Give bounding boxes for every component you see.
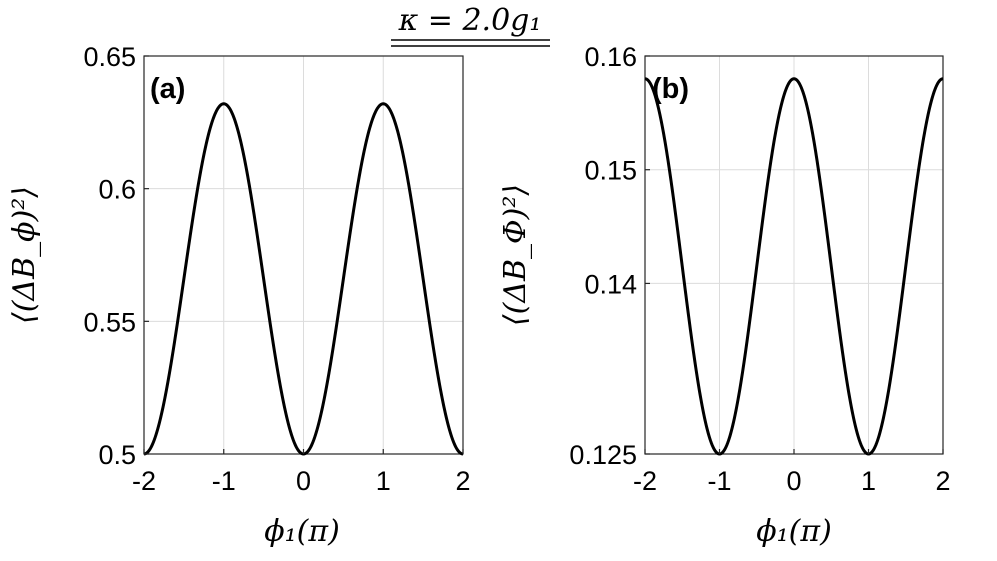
panel-b-label: (b)	[652, 73, 689, 105]
panel-b-xtick-label: -2	[633, 466, 657, 496]
panel-a-grid	[143, 55, 464, 455]
panel-b-xtick-label: 2	[935, 466, 950, 496]
panel-b-xticks: -2 -1 0 1 2	[633, 449, 951, 496]
panel-b-grid	[644, 55, 944, 455]
panel-a-xtick-label: -2	[132, 466, 156, 496]
panel-b-series-line	[644, 77, 944, 456]
panel-b-ylabel: ⟨(ΔB_Φ)²⟩	[498, 184, 533, 326]
panel-a-ytick-label: 0.6	[98, 175, 136, 205]
panel-a-xticks: -2 -1 0 1 2	[132, 449, 471, 496]
figure-title: κ = 2.0g₁	[398, 3, 542, 38]
panel-a-ytick-label: 0.55	[83, 307, 136, 337]
panel-b-xtick-label: -1	[707, 466, 731, 496]
panel-a-ytick-label: 0.5	[98, 440, 136, 470]
panel-b: -2 -1 0 1 2 0.125 0.14 0.15 0.16 (b) ϕ₁(π) ⟨(ΔB…	[498, 42, 951, 549]
panel-b-ytick-label: 0.125	[569, 440, 637, 470]
panel-a-xtick-label: 2	[455, 466, 470, 496]
panel-a-xtick-label: 0	[296, 466, 311, 496]
panel-a-yticks: 0.5 0.55 0.6 0.65	[83, 42, 149, 470]
panel-a-ytick-label: 0.65	[83, 42, 136, 72]
panel-a-label: (a)	[150, 73, 185, 105]
panel-b-ytick-label: 0.14	[584, 269, 637, 299]
panel-a-ylabel: ⟨(ΔB_ϕ)²⟩	[7, 186, 42, 324]
panel-b-xtick-label: 1	[861, 466, 876, 496]
panel-a-xtick-label: 1	[376, 466, 391, 496]
panel-b-ytick-label: 0.15	[584, 156, 637, 186]
panel-a-xtick-label: -1	[212, 466, 236, 496]
panel-b-xlabel: ϕ₁(π)	[756, 514, 832, 549]
panel-b-yticks: 0.125 0.14 0.15 0.16	[569, 42, 650, 470]
panel-a-xlabel: ϕ₁(π)	[264, 514, 340, 549]
panel-b-xtick-label: 0	[786, 466, 801, 496]
panel-b-ytick-label: 0.16	[584, 42, 637, 72]
panel-a: -2 -1 0 1 2 0.5 0.55 0.6 0.65 (a) ϕ₁(π) ⟨(ΔB_ϕ)…	[7, 42, 471, 549]
